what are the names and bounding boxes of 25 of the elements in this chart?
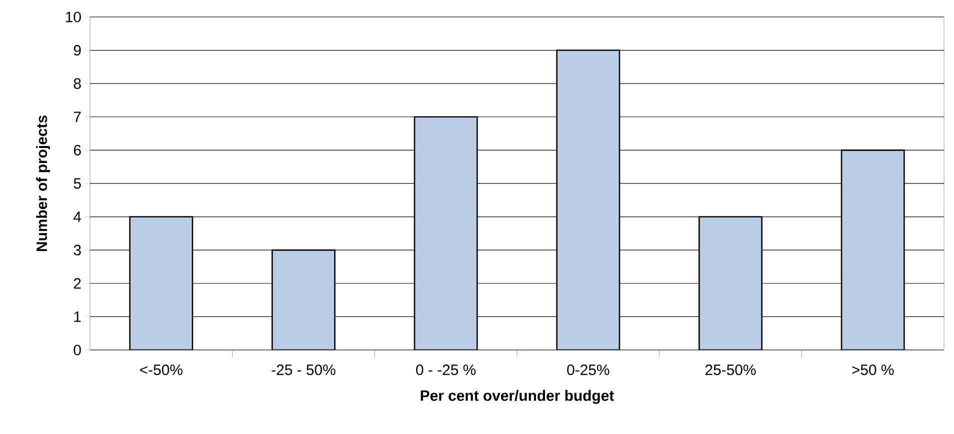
y-tick-label: 3	[74, 244, 81, 256]
x-tick-label: >50 %	[852, 364, 894, 376]
x-tick-label: 0-25%	[567, 364, 610, 376]
y-tick-label: 0	[74, 344, 81, 356]
bar	[414, 116, 478, 350]
bar	[698, 216, 762, 350]
bar	[556, 50, 620, 350]
x-tick-label: 0 - -25 %	[416, 364, 476, 376]
bar	[129, 216, 194, 350]
y-tick-label: 8	[74, 78, 81, 89]
y-axis-title: Number of projects	[36, 116, 50, 251]
y-tick-label: 7	[74, 112, 81, 122]
x-tick-label: -25 - 50%	[272, 364, 336, 376]
y-tick-label: 10	[66, 12, 81, 22]
y-tick-label: 6	[74, 144, 81, 156]
y-tick-label: 2	[74, 278, 81, 289]
x-tick-label: 25-50%	[706, 364, 756, 376]
bar	[840, 150, 905, 350]
x-axis-title: Per cent over/under budget	[420, 390, 614, 404]
y-tick-label: 4	[74, 212, 82, 222]
y-tick-label: 9	[74, 44, 81, 56]
y-tick-label: 1	[74, 312, 81, 322]
y-tick-label: 5	[74, 178, 81, 189]
bar	[272, 249, 336, 350]
x-tick-label: <-50%	[140, 364, 182, 376]
